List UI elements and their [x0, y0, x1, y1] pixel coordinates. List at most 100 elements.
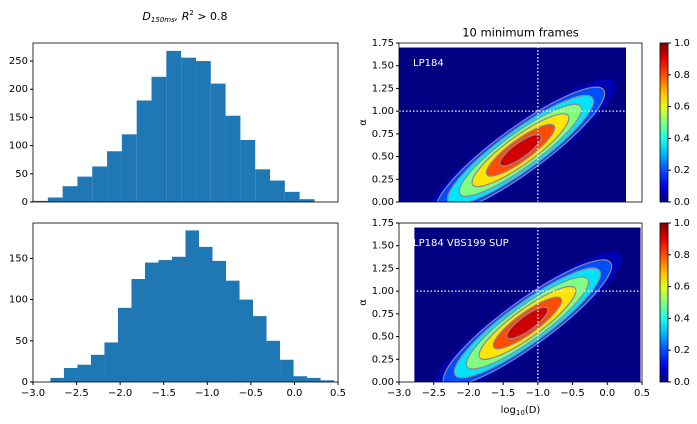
- bar: [104, 342, 118, 382]
- y-tick-label: 1.00: [372, 106, 394, 117]
- colorbar-tick-label: 0.4: [674, 313, 690, 324]
- density: [399, 47, 627, 202]
- y-tick-label: 1.00: [372, 286, 394, 297]
- x-tick-label: −3.0: [21, 388, 45, 399]
- colorbar-tick-label: 0.6: [674, 102, 690, 113]
- x-label-main: log: [501, 405, 516, 416]
- y-tick-label: 1.75: [372, 38, 394, 49]
- y-tick-label: 0.25: [372, 354, 394, 365]
- colorbar-tick-label: 0.8: [674, 70, 690, 81]
- bar: [270, 180, 285, 202]
- y-tick-label: 1.50: [372, 61, 394, 72]
- colorbar-tick-label: 0.0: [674, 377, 690, 388]
- bar: [210, 83, 226, 202]
- x-tick-label: −2.0: [108, 388, 132, 399]
- x-tick-label: −1.0: [526, 388, 550, 399]
- x-tick-label: 0.5: [634, 388, 650, 399]
- y-tick-label: 1.25: [372, 263, 394, 274]
- bar: [185, 230, 200, 382]
- bar: [226, 280, 240, 382]
- bar: [92, 166, 108, 202]
- axes-frame: [398, 222, 643, 383]
- bar: [144, 262, 159, 382]
- annotation: LP184: [413, 58, 444, 69]
- x-tick-label: −1.0: [195, 388, 219, 399]
- suptitle: D150ms, R2 > 0.8: [142, 9, 227, 24]
- bar: [166, 50, 182, 202]
- y-tick-label: 50: [15, 169, 28, 180]
- x-tick-label: −0.5: [560, 388, 584, 399]
- y-tick-label: 0.00: [372, 197, 394, 208]
- y-tick-label: 0.00: [372, 377, 394, 388]
- bar: [77, 364, 91, 382]
- bar: [284, 191, 300, 202]
- bar: [212, 260, 227, 382]
- bar: [253, 316, 267, 382]
- bar: [50, 377, 64, 382]
- x-tick-label: −3.0: [387, 388, 411, 399]
- y-tick-label: 1.25: [372, 83, 394, 94]
- bar: [199, 246, 213, 382]
- colorbar-tick-label: 1.0: [674, 38, 690, 49]
- colorbar-tick-label: 0.8: [674, 250, 690, 261]
- bar: [240, 139, 256, 202]
- chart-title: 10 minimum frames: [462, 26, 579, 40]
- bar: [62, 186, 78, 202]
- colorbar-tick-label: 0.0: [674, 197, 690, 208]
- bar: [181, 57, 196, 202]
- bar: [280, 359, 294, 382]
- bar: [307, 377, 321, 382]
- x-tick-label: 0.0: [286, 388, 302, 399]
- colorbar: [659, 42, 669, 203]
- bar: [158, 260, 172, 382]
- y-tick-label: 200: [9, 84, 28, 95]
- y-tick-label: 100: [9, 295, 28, 306]
- colorbar-tick-label: 0.2: [674, 345, 690, 356]
- bar: [121, 134, 137, 202]
- bar: [299, 199, 315, 202]
- suptitle-sub: 150ms: [151, 16, 175, 24]
- y-tick-label: 1.50: [372, 241, 394, 252]
- bar: [195, 61, 211, 202]
- bar: [47, 197, 63, 202]
- y-tick-label: 0: [22, 377, 28, 388]
- bar: [63, 367, 78, 382]
- colorbar-tick-label: 0.2: [674, 165, 690, 176]
- bar: [107, 151, 122, 202]
- bar: [255, 169, 271, 202]
- y-tick-label: 0.75: [372, 129, 394, 140]
- axes-frame: [32, 42, 339, 203]
- bar: [151, 76, 167, 202]
- x-tick-label: −1.5: [152, 388, 176, 399]
- y-tick-label: 150: [9, 253, 28, 264]
- x-axis-label: log10(D): [501, 405, 541, 417]
- x-tick-label: 0.5: [330, 388, 346, 399]
- bar: [117, 307, 132, 382]
- colorbar-tick-label: 0.4: [674, 133, 690, 144]
- y-tick-label: 0: [22, 197, 28, 208]
- bar: [90, 354, 105, 382]
- y-tick-label: 1.75: [372, 218, 394, 229]
- suptitle-tail: > 0.8: [194, 10, 228, 23]
- x-tick-label: −1.5: [491, 388, 515, 399]
- y-tick-label: 0.25: [372, 174, 394, 185]
- colorbar-tick-label: 1.0: [674, 218, 690, 229]
- bar: [136, 100, 152, 202]
- suptitle-main: D: [142, 10, 150, 23]
- bar: [131, 279, 145, 382]
- y-tick-label: 250: [9, 56, 28, 67]
- density: [414, 227, 641, 382]
- x-tick-label: −2.5: [64, 388, 88, 399]
- y-tick-label: 0.75: [372, 309, 394, 320]
- y-tick-label: 0.50: [372, 152, 394, 163]
- x-tick-label: 0.0: [599, 388, 615, 399]
- bar: [293, 376, 308, 382]
- annotation: LP184 VBS199 SUP: [413, 238, 509, 249]
- suptitle-sup: 2: [189, 9, 193, 17]
- axes-frame: [398, 42, 643, 203]
- x-tick-label: −2.0: [456, 388, 480, 399]
- y-tick-label: 0.50: [372, 332, 394, 343]
- colorbar-tick-label: 0.6: [674, 282, 690, 293]
- density-contour: [499, 133, 542, 167]
